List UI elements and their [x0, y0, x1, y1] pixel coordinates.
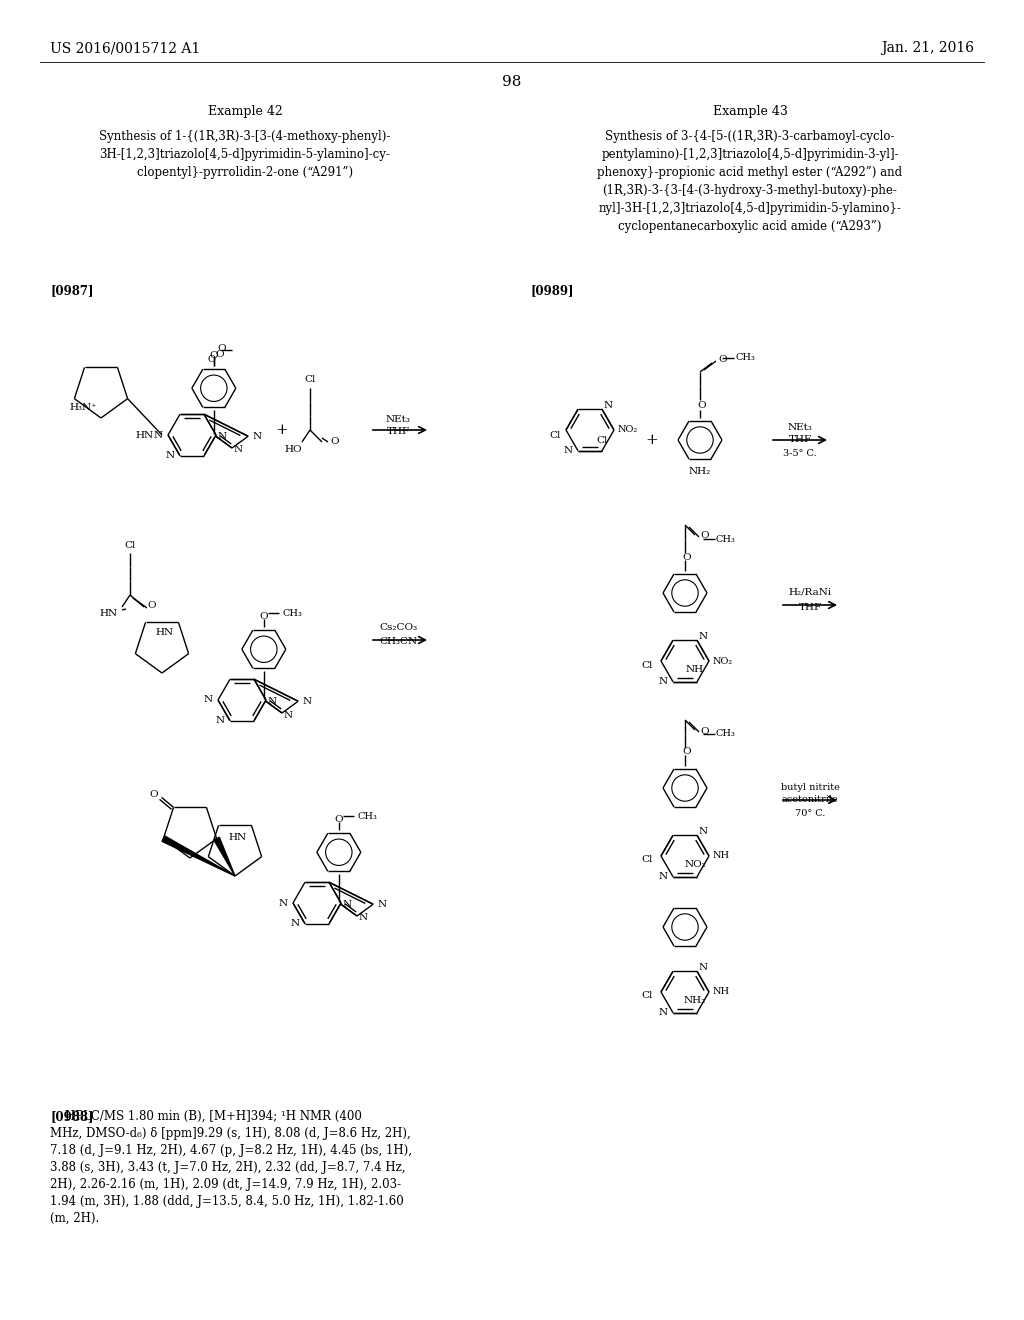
- Text: Synthesis of 1-{(1R,3R)-3-[3-(4-methoxy-phenyl)-
3H-[1,2,3]triazolo[4,5-d]pyrimi: Synthesis of 1-{(1R,3R)-3-[3-(4-methoxy-…: [99, 129, 391, 180]
- Text: N: N: [216, 717, 225, 725]
- Text: CH₃: CH₃: [716, 730, 736, 738]
- Text: CH₃: CH₃: [283, 609, 303, 618]
- Text: O: O: [216, 350, 224, 359]
- Text: NEt₃: NEt₃: [386, 414, 411, 424]
- Text: +: +: [275, 422, 289, 437]
- Text: N: N: [564, 446, 573, 455]
- Text: N: N: [699, 632, 709, 640]
- Text: O: O: [683, 747, 691, 756]
- Text: HN: HN: [100, 609, 118, 618]
- Text: H₃N⁺: H₃N⁺: [70, 404, 97, 412]
- Text: 98: 98: [503, 75, 521, 88]
- Text: Cl: Cl: [124, 540, 136, 549]
- Text: H₂/RaNi: H₂/RaNi: [788, 587, 831, 597]
- Text: HN: HN: [228, 833, 247, 842]
- Text: N: N: [291, 919, 300, 928]
- Text: N: N: [234, 446, 243, 454]
- Polygon shape: [214, 837, 234, 876]
- Text: O: O: [217, 343, 226, 352]
- Text: THF: THF: [799, 602, 821, 611]
- Text: NH₂: NH₂: [684, 997, 707, 1006]
- Text: CH₃: CH₃: [357, 812, 378, 821]
- Text: 3-5° C.: 3-5° C.: [783, 449, 817, 458]
- Text: N: N: [658, 1008, 668, 1018]
- Text: CH₃: CH₃: [716, 535, 736, 544]
- Text: N: N: [268, 697, 276, 706]
- Text: N: N: [699, 962, 709, 972]
- Text: Synthesis of 3-{4-[5-((1R,3R)-3-carbamoyl-cyclo-
pentylamino)-[1,2,3]triazolo[4,: Synthesis of 3-{4-[5-((1R,3R)-3-carbamoy…: [597, 129, 902, 234]
- Text: [0989]: [0989]: [530, 284, 573, 297]
- Text: HN: HN: [156, 628, 173, 636]
- Text: CH₃CN: CH₃CN: [379, 636, 417, 645]
- Text: N: N: [252, 432, 261, 441]
- Text: N: N: [658, 873, 668, 882]
- Text: N: N: [699, 826, 709, 836]
- Text: N: N: [204, 696, 213, 705]
- Text: N: N: [343, 900, 352, 908]
- Text: N: N: [377, 900, 386, 908]
- Text: Cs₂CO₃: Cs₂CO₃: [379, 623, 417, 632]
- Text: CH₃: CH₃: [735, 354, 755, 363]
- Text: Cl: Cl: [642, 991, 653, 1001]
- Text: Jan. 21, 2016: Jan. 21, 2016: [881, 41, 974, 55]
- Text: N: N: [154, 430, 163, 440]
- Text: NH₂: NH₂: [689, 467, 711, 477]
- Text: NO₂: NO₂: [684, 861, 706, 870]
- Text: +: +: [645, 433, 658, 447]
- Text: Cl: Cl: [304, 375, 315, 384]
- Text: NH: NH: [713, 851, 730, 861]
- Text: THF: THF: [788, 436, 812, 445]
- Text: N: N: [604, 401, 613, 409]
- Text: O: O: [697, 401, 707, 411]
- Text: O: O: [700, 532, 709, 540]
- Text: HO: HO: [285, 446, 302, 454]
- Text: O: O: [147, 602, 156, 610]
- Text: [0987]: [0987]: [50, 284, 93, 297]
- Text: O: O: [335, 814, 343, 824]
- Text: NEt₃: NEt₃: [787, 422, 812, 432]
- Text: O: O: [718, 355, 727, 364]
- Text: butyl nitrite: butyl nitrite: [780, 783, 840, 792]
- Text: N: N: [279, 899, 288, 908]
- Text: N: N: [284, 710, 293, 719]
- Text: NO₂: NO₂: [618, 425, 638, 434]
- Text: NH: NH: [686, 665, 705, 675]
- Text: O: O: [700, 726, 709, 735]
- Text: Example 43: Example 43: [713, 106, 787, 119]
- Text: O: O: [148, 789, 158, 799]
- Text: O: O: [330, 437, 339, 446]
- Text: HN: HN: [136, 430, 154, 440]
- Text: O: O: [683, 553, 691, 561]
- Text: N: N: [658, 677, 668, 686]
- Text: NO₂: NO₂: [713, 656, 733, 665]
- Text: N: N: [166, 451, 175, 461]
- Text: US 2016/0015712 A1: US 2016/0015712 A1: [50, 41, 201, 55]
- Text: O: O: [259, 611, 268, 620]
- Text: Cl: Cl: [642, 660, 653, 669]
- Text: HPLC/MS 1.80 min (B), [M+H]394; ¹H NMR (400
MHz, DMSO-d₆) δ [ppm]9.29 (s, 1H), 8: HPLC/MS 1.80 min (B), [M+H]394; ¹H NMR (…: [50, 1110, 412, 1225]
- Polygon shape: [162, 836, 234, 876]
- Text: [0988]: [0988]: [50, 1110, 93, 1123]
- Text: N: N: [359, 913, 368, 923]
- Text: THF: THF: [386, 428, 410, 437]
- Text: 70° C.: 70° C.: [795, 808, 825, 817]
- Text: acetonitrile: acetonitrile: [781, 796, 839, 804]
- Text: Example 42: Example 42: [208, 106, 283, 119]
- Text: Cl: Cl: [642, 855, 653, 865]
- Text: O: O: [208, 355, 216, 364]
- Text: Cl: Cl: [550, 430, 561, 440]
- Text: N: N: [302, 697, 311, 706]
- Text: NH: NH: [713, 987, 730, 997]
- Text: N: N: [218, 432, 227, 441]
- Text: Cl: Cl: [596, 437, 607, 445]
- Text: O: O: [210, 351, 218, 360]
